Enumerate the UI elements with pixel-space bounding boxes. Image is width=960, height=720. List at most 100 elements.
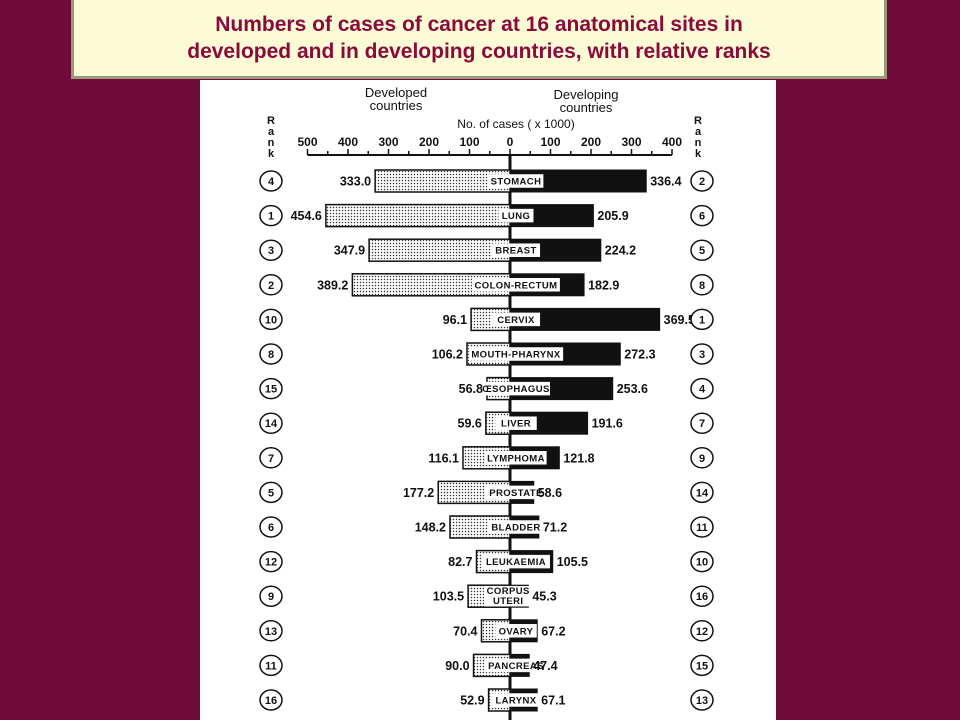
site-label: LIVER	[501, 419, 531, 430]
site-label: COLON-RECTUM	[475, 280, 558, 291]
value-label-developing: 71.2	[543, 521, 567, 535]
rank-developed: 7	[268, 453, 274, 465]
value-label-developing: 67.1	[541, 694, 565, 708]
rank-circle-developing	[690, 308, 714, 331]
site-label: LARYNX	[495, 696, 536, 707]
rank-developed: 8	[268, 349, 274, 361]
rank-circle-developed	[259, 620, 283, 642]
rank-label-right-letter: k	[695, 148, 702, 160]
site-label-box	[472, 278, 560, 292]
value-label-developed: 59.6	[458, 417, 482, 431]
bar-row: BLADDER 148.2 71.2 6 11	[259, 515, 714, 539]
rank-developed: 14	[265, 418, 278, 430]
header-developing-line-1: Developing	[553, 87, 618, 102]
rank-circle-developed	[259, 274, 283, 296]
header-developing-line-2: countries	[560, 100, 613, 115]
value-label-developed: 103.5	[433, 590, 464, 604]
bar-row: PROSTATE 177.2 58.6 5 14	[259, 480, 714, 505]
rank-circle-developed	[259, 689, 283, 711]
site-label: OVARY	[499, 626, 534, 637]
rank-developed: 2	[268, 280, 274, 292]
site-label: ŒSOPHAGUS	[482, 384, 549, 395]
value-label-developed: 106.2	[432, 348, 463, 362]
rank-developing: 5	[699, 245, 705, 257]
value-label-developed: 70.4	[453, 624, 477, 638]
value-label-developed: 347.9	[334, 244, 365, 258]
rank-developed: 3	[268, 245, 274, 257]
value-label-developing: 105.5	[557, 555, 588, 569]
rank-developing: 6	[699, 211, 705, 223]
value-label-developing: 253.6	[617, 382, 648, 396]
bar-row: OVARY 70.4 67.2 13 12	[259, 619, 714, 643]
rank-circle-developing	[690, 516, 714, 538]
site-label: PANCREAS	[488, 661, 544, 672]
slide-title-line-1: Numbers of cases of cancer at 16 anatomi…	[215, 13, 743, 36]
x-axis: 500 400 300 200 100 0 100 200 300 400	[297, 135, 682, 156]
rank-circle-developing	[690, 377, 714, 400]
rank-circle-developing	[690, 274, 714, 296]
rank-circle-developing	[690, 170, 714, 192]
value-label-developed: 52.9	[460, 694, 484, 708]
bar-row: MOUTH-PHARYNX 106.2 272.3 8 3	[259, 342, 714, 366]
site-label-box	[468, 347, 564, 361]
bar-row: BREAST 347.9 224.2 3 5	[259, 238, 714, 262]
rank-developing: 4	[699, 384, 706, 396]
rank-developing: 15	[696, 660, 708, 672]
site-label: LYMPHOMA	[487, 453, 545, 464]
rank-developing: 14	[696, 487, 709, 499]
value-label-developing: 272.3	[624, 348, 655, 362]
rank-circle-developed	[259, 170, 283, 192]
axis-label: No. of cases ( x 1000)	[457, 117, 574, 131]
rank-circle-developed	[259, 585, 283, 607]
bar-row: LIVER 59.6 191.6 14 7	[259, 411, 714, 435]
rank-developing: 7	[699, 418, 705, 430]
site-label: PROSTATE	[489, 488, 543, 499]
bar-row: LYMPHOMA 116.1 121.8 7 9	[259, 446, 714, 470]
x-tick-label: 500	[297, 135, 317, 149]
value-label-developing: 47.4	[533, 659, 557, 673]
site-label-box	[495, 624, 537, 638]
value-label-developed: 177.2	[403, 486, 434, 500]
rank-developed: 10	[265, 314, 277, 326]
rank-label-right-letter: a	[695, 126, 702, 138]
x-tick-label: 100	[459, 135, 479, 149]
rank-circle-developed	[259, 447, 283, 469]
rank-developing: 8	[699, 280, 705, 292]
value-label-developing: 224.2	[605, 244, 636, 258]
rank-developed: 11	[265, 660, 277, 672]
value-label-developing: 182.9	[588, 278, 619, 292]
rank-circle-developing	[690, 447, 714, 469]
header-developed-line-1: Developed	[365, 85, 427, 100]
value-label-developing: 121.8	[563, 451, 594, 465]
bar-developed	[325, 203, 511, 228]
rank-developed: 1	[268, 211, 274, 223]
value-label-developing: 205.9	[597, 209, 628, 223]
rank-developing: 3	[699, 349, 705, 361]
cancer-cases-chart: Developed countries Developing countries…	[259, 85, 714, 720]
site-label: CORPUS	[487, 586, 530, 597]
x-tick-label: 200	[581, 135, 601, 149]
rank-circle-developing	[690, 239, 714, 261]
value-label-developing: 191.6	[592, 417, 623, 431]
site-label-box	[488, 520, 544, 534]
site-label-box	[498, 208, 534, 223]
site-label-box	[484, 585, 533, 607]
x-tick-label: 400	[662, 135, 682, 149]
rank-circle-developing	[690, 204, 714, 227]
value-label-developed: 116.1	[428, 451, 459, 465]
rank-developing: 2	[699, 176, 705, 188]
rank-label-left-letter: a	[268, 126, 275, 138]
site-label-box	[485, 485, 547, 500]
value-label-developing: 336.4	[650, 175, 681, 189]
rank-developed: 9	[268, 591, 274, 603]
value-label-developed: 454.6	[291, 209, 322, 223]
rank-developed: 4	[268, 176, 275, 188]
bar-row: STOMACH 333.0 336.4 4 2	[259, 169, 714, 193]
rank-circle-developed	[259, 377, 283, 400]
site-label: CERVIX	[497, 315, 535, 326]
bar-row: LUNG 454.6 205.9 1 6	[259, 203, 714, 228]
